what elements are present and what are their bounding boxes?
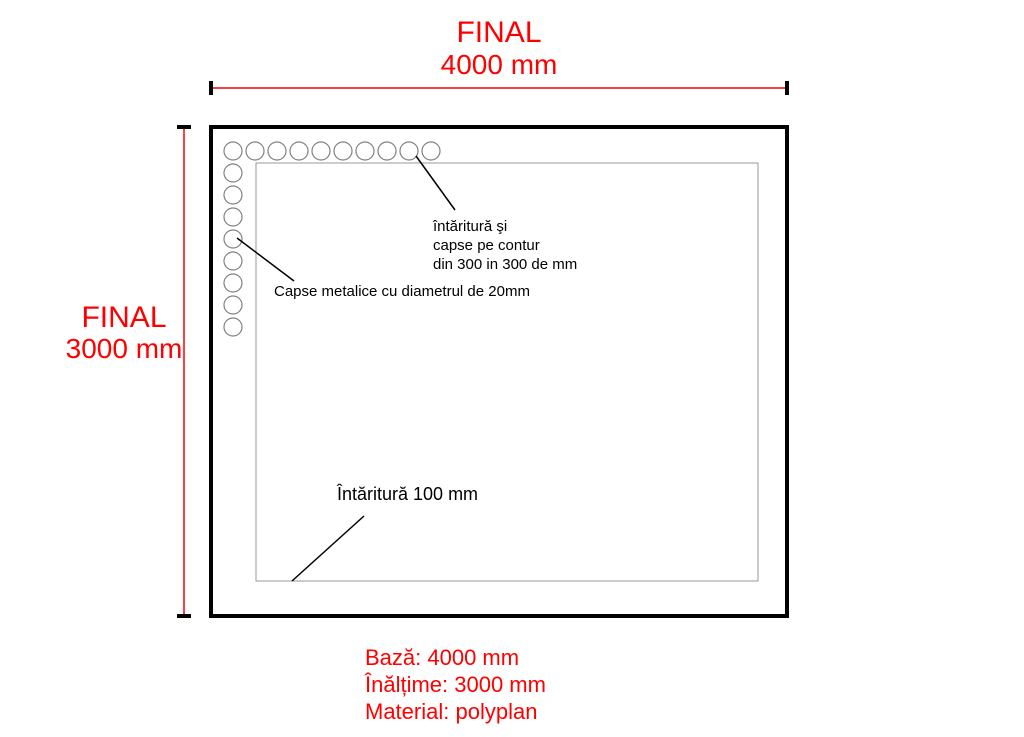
grommet-top-6 — [356, 142, 374, 160]
grommet-top-9 — [422, 142, 440, 160]
annotation-intaritura-2: capse pe contur — [433, 237, 540, 254]
grommet-top-0 — [224, 142, 242, 160]
grommet-left-0 — [224, 164, 242, 182]
technical-diagram: FINAL 4000 mm FINAL 3000 mm întăritură ş… — [0, 0, 1024, 737]
grommet-top-2 — [268, 142, 286, 160]
left-final-label: FINAL — [81, 301, 166, 334]
grommet-left-2 — [224, 208, 242, 226]
grommet-top-8 — [400, 142, 418, 160]
top-dimension-value: 4000 mm — [441, 49, 558, 80]
grommet-top-7 — [378, 142, 396, 160]
outer-frame — [211, 127, 787, 616]
grommet-top-1 — [246, 142, 264, 160]
leader-line-2 — [237, 238, 294, 281]
spec-material: Material: polyplan — [365, 699, 537, 724]
leader-line-3 — [292, 516, 364, 581]
grommet-left-1 — [224, 186, 242, 204]
grommet-left-5 — [224, 274, 242, 292]
grommet-left-7 — [224, 318, 242, 336]
left-dimension-value: 3000 mm — [66, 333, 183, 364]
top-final-label: FINAL — [456, 16, 541, 49]
annotation-intaritura-3: din 300 in 300 de mm — [433, 256, 577, 273]
grommet-top-3 — [290, 142, 308, 160]
spec-inaltime: Înălțime: 3000 mm — [364, 672, 546, 697]
leader-line-1 — [416, 156, 455, 210]
annotation-capse-metalice: Capse metalice cu diametrul de 20mm — [274, 283, 530, 300]
annotation-intaritura-bottom: Întăritură 100 mm — [336, 484, 478, 504]
grommet-left-4 — [224, 252, 242, 270]
grommet-left-6 — [224, 296, 242, 314]
spec-baza: Bază: 4000 mm — [365, 645, 519, 670]
annotation-intaritura-1: întăritură şi — [432, 218, 507, 235]
grommet-top-4 — [312, 142, 330, 160]
grommet-top-5 — [334, 142, 352, 160]
